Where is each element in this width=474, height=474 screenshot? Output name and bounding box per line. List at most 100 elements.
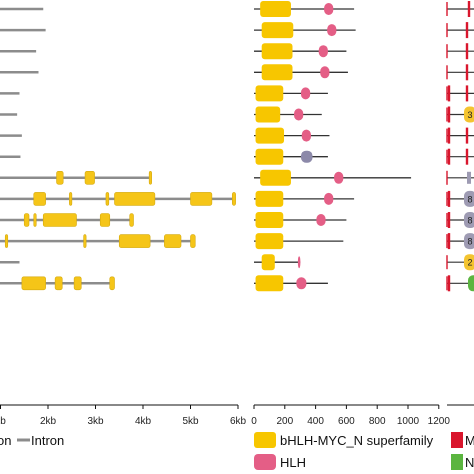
protein-domain-bhlh (261, 254, 275, 271)
protein-domain-hlh (327, 24, 337, 37)
legend-bhlh-myc-swatch (254, 432, 276, 448)
gene-exon (23, 213, 30, 227)
legend-motif-red-label: M (465, 433, 474, 448)
protein-domain-bhlh (255, 127, 285, 144)
gene-row (0, 92, 20, 95)
gene-exon (69, 192, 73, 206)
gene-exon (73, 276, 82, 291)
gene-row (0, 113, 18, 116)
legend-exon: on (0, 433, 11, 448)
gene-row (0, 7, 44, 11)
gene-row (0, 213, 134, 227)
motif-mark-label: 8 (467, 216, 472, 226)
protein-domain-hlh (296, 277, 307, 290)
protein-domain-bhlh (261, 22, 294, 39)
gene-exon (56, 171, 64, 185)
gene-row (0, 49, 37, 53)
protein-row (254, 1, 355, 17)
protein-row (254, 254, 301, 271)
gene-exon (33, 213, 37, 227)
gene-row (0, 155, 21, 158)
protein-domain-hlh (324, 192, 334, 205)
motif-row (446, 148, 474, 165)
gene-exon (21, 276, 46, 291)
protein-row (254, 106, 322, 123)
gene-row (0, 134, 22, 137)
protein-axis-tick-label: 1000 (397, 416, 420, 427)
protein-domain-panel: 0 200 400 600 800 1000 1200 (251, 1, 450, 427)
legend-intron: Intron (17, 433, 64, 448)
protein-domain-bhlh (255, 190, 284, 207)
motif-gray-mark (467, 171, 471, 184)
gene-axis-tick-label: 4kb (135, 416, 152, 427)
motif-labeled-mark (464, 190, 474, 207)
protein-domain-hlh (297, 256, 301, 269)
gene-row (0, 260, 20, 264)
motif-row: 8 (446, 190, 474, 207)
gene-exon (83, 234, 87, 248)
gene-structure-panel: kb 2kb 3kb 4kb 5kb 6kb (0, 7, 247, 427)
motif-row: 3 (446, 106, 474, 123)
motif-row (446, 22, 474, 39)
legend-motif-green: N (451, 454, 474, 470)
gene-axis-tick-label: 6kb (230, 416, 247, 427)
gene-row (0, 192, 236, 206)
gene-exon (42, 213, 77, 227)
gene-row (0, 28, 46, 32)
gene-exon (232, 192, 236, 206)
legend-hlh-swatch (254, 454, 276, 470)
motif-row (446, 170, 474, 185)
protein-row (254, 169, 412, 186)
legend-hlh-label: HLH (280, 455, 306, 470)
protein-domain-bhlh (261, 64, 293, 81)
gene-axis-tick-label: 3kb (87, 416, 104, 427)
motif-mark-label: 8 (467, 194, 472, 204)
motif-row (446, 85, 474, 102)
gene-axis-tick-label: 2kb (40, 416, 57, 427)
protein-domain-hlh (300, 87, 311, 100)
motif-panel: 3 8 8 8 2 (446, 1, 474, 406)
protein-domain-gray (300, 150, 313, 163)
motif-labeled-mark (468, 275, 474, 292)
gene-axis-tick-label: 5kb (182, 416, 199, 427)
protein-domain-hlh (301, 129, 311, 142)
legend-motif-red-swatch (451, 432, 463, 448)
gene-row (0, 234, 196, 248)
protein-domain-hlh (294, 108, 304, 121)
protein-domain-bhlh (260, 1, 291, 17)
protein-axis-tick-label: 0 (251, 416, 257, 427)
gene-row (0, 171, 152, 185)
legend-bhlh-myc-label: bHLH-MYC_N superfamily (280, 433, 434, 448)
legend-hlh: HLH (254, 454, 306, 470)
motif-labeled-mark (464, 106, 474, 123)
gene-row (0, 276, 115, 291)
motif-row (446, 275, 474, 292)
protein-domain-bhlh (255, 212, 284, 228)
legend-motif-red: M (451, 432, 474, 448)
motif-labeled-mark (464, 233, 474, 250)
protein-domain-hlh (318, 45, 328, 58)
gene-exon (109, 276, 115, 291)
protein-row (254, 275, 328, 292)
motif-labeled-mark (464, 212, 474, 228)
protein-axis-tick-label: 400 (307, 416, 324, 427)
protein-row (254, 212, 347, 228)
protein-domain-hlh (316, 214, 326, 226)
motif-row: 8 (446, 233, 474, 250)
protein-domain-hlh (320, 66, 330, 79)
protein-row (254, 190, 355, 207)
gene-exon (190, 192, 213, 206)
protein-domain-bhlh (261, 43, 293, 60)
gene-exon (105, 192, 110, 206)
protein-row (254, 127, 330, 144)
motif-mark-label: 3 (467, 110, 472, 120)
legend-bhlh-myc: bHLH-MYC_N superfamily (254, 432, 434, 448)
gene-exon (164, 234, 182, 248)
protein-domain-bhlh (255, 148, 284, 165)
gene-exon (33, 192, 46, 206)
legend-motif-green-label: N (465, 455, 474, 470)
protein-row (254, 43, 347, 60)
motif-row (446, 64, 474, 81)
protein-domain-bhlh (260, 169, 291, 186)
motif-row: 8 (446, 212, 474, 228)
